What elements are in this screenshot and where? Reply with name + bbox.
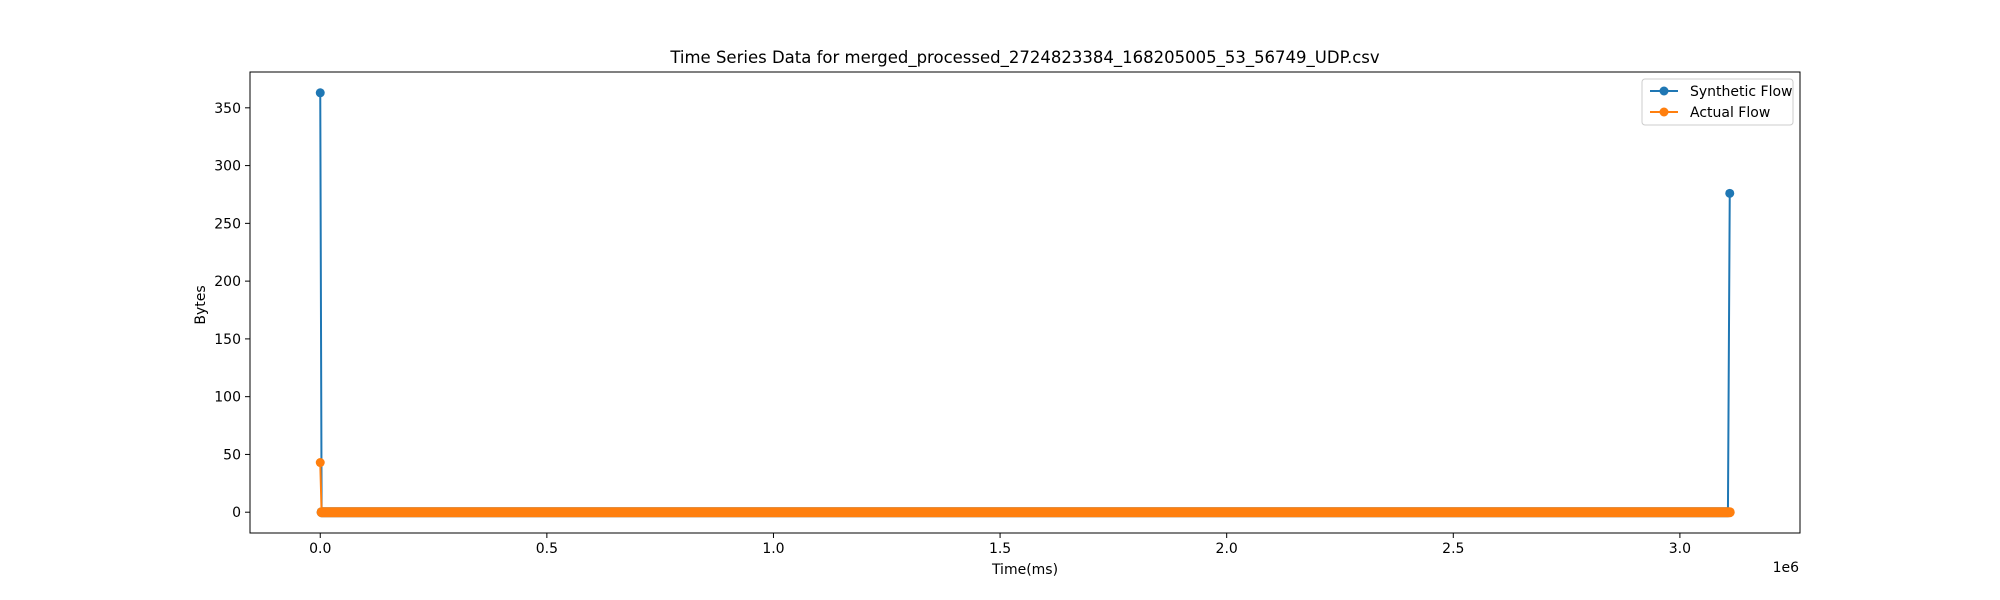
y-tick-label: 200 xyxy=(214,274,241,290)
x-tick-label: 2.5 xyxy=(1442,541,1464,557)
chart-title: Time Series Data for merged_processed_27… xyxy=(669,48,1380,68)
legend-label: Synthetic Flow xyxy=(1690,84,1793,100)
series-actual-flow xyxy=(315,458,1735,518)
data-point xyxy=(315,458,325,468)
x-tick-label: 0.5 xyxy=(536,541,558,557)
x-axis-label: Time(ms) xyxy=(991,562,1058,578)
y-tick-label: 350 xyxy=(214,101,241,117)
x-tick-label: 0.0 xyxy=(309,541,331,557)
legend-label: Actual Flow xyxy=(1690,105,1770,121)
y-axis-label: Bytes xyxy=(193,285,209,324)
legend-marker xyxy=(1659,86,1669,96)
y-tick-label: 50 xyxy=(223,447,241,463)
x-axis: 0.0 0.5 1.0 1.5 2.0 2.5 3.0 xyxy=(309,533,1691,557)
y-tick-label: 250 xyxy=(214,216,241,232)
y-tick-label: 300 xyxy=(214,159,241,175)
x-tick-label: 2.0 xyxy=(1216,541,1238,557)
legend: Synthetic Flow Actual Flow xyxy=(1641,78,1794,126)
y-tick-label: 0 xyxy=(232,505,241,521)
series-layer xyxy=(315,88,1735,518)
data-point xyxy=(1725,188,1735,198)
y-axis: 0 50 100 150 200 250 300 350 xyxy=(214,101,250,521)
data-point xyxy=(1725,507,1735,517)
plot-area: 0.0 0.5 1.0 1.5 2.0 2.5 3.0 0 50 100 150 200 250 300… xyxy=(214,71,1801,557)
legend-marker xyxy=(1659,107,1669,117)
legend-frame xyxy=(1641,78,1794,126)
plot-frame xyxy=(249,71,1801,534)
legend-item: Synthetic Flow xyxy=(1650,84,1793,100)
y-tick-label: 150 xyxy=(214,332,241,348)
legend-item: Actual Flow xyxy=(1650,105,1770,121)
y-tick-label: 100 xyxy=(214,390,241,406)
legend-items: Synthetic Flow Actual Flow xyxy=(1650,84,1793,121)
x-tick-label: 1.5 xyxy=(989,541,1011,557)
x-tick-label: 1.0 xyxy=(762,541,784,557)
x-tick-label: 3.0 xyxy=(1669,541,1691,557)
data-point xyxy=(315,88,325,98)
data-point xyxy=(317,507,327,517)
x-offset-label: 1e6 xyxy=(1773,560,1800,576)
